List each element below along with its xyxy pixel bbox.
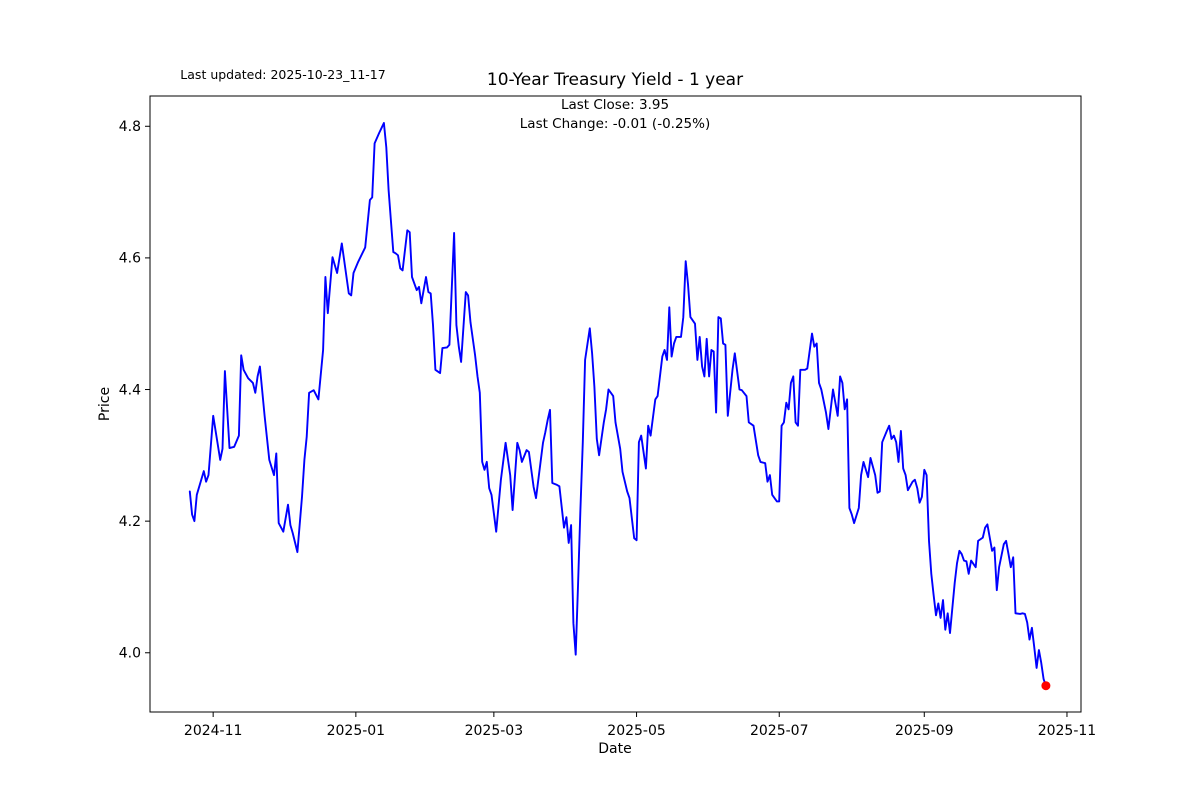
y-tick-label: 4.0 <box>119 646 141 662</box>
x-tick-label: 2025-01 <box>327 723 386 739</box>
y-tick-label: 4.2 <box>119 514 141 530</box>
last-updated-text: Last updated: 2025-10-23_11-17 <box>180 67 386 82</box>
y-tick-label: 4.8 <box>119 119 141 135</box>
x-tick-label: 2025-03 <box>465 723 524 739</box>
chart-title: 10-Year Treasury Yield - 1 year <box>486 70 744 90</box>
x-tick-label: 2024-11 <box>184 723 243 739</box>
subtitle-last-close: Last Close: 3.95 <box>560 97 670 113</box>
subtitle-last-change: Last Change: -0.01 (-0.25%) <box>519 116 711 132</box>
x-axis-label: Date <box>598 741 631 757</box>
x-tick-label: 2025-11 <box>1038 723 1097 739</box>
x-tick-label: 2025-05 <box>607 723 666 739</box>
yield-line <box>188 122 1047 687</box>
y-axis-label: Price <box>97 387 113 421</box>
x-tick-label: 2025-07 <box>750 723 809 739</box>
last-price-marker <box>1041 681 1051 691</box>
x-tick-label: 2025-09 <box>895 723 954 739</box>
y-tick-label: 4.4 <box>119 382 141 398</box>
y-tick-label: 4.6 <box>119 251 141 267</box>
plot-border <box>149 95 1082 713</box>
